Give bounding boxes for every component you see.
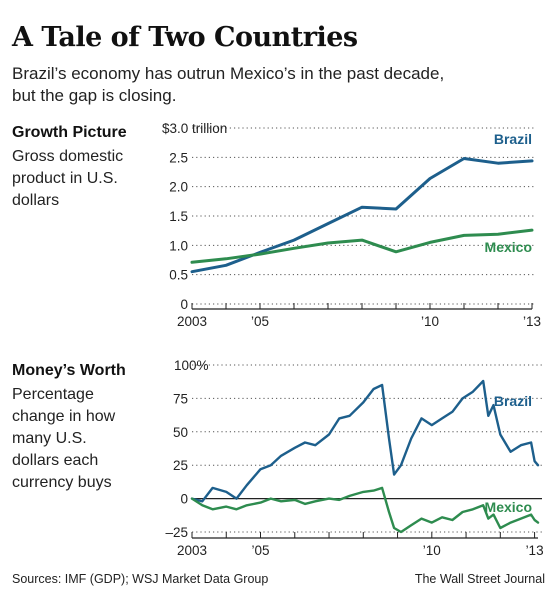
series-line-mexico — [190, 486, 540, 534]
panel-title-growth: Growth Picture — [12, 124, 127, 141]
chart-title: A Tale of Two Countries — [12, 22, 358, 53]
description-line: dollars — [12, 192, 60, 209]
series-label-mexico: Mexico — [485, 499, 532, 515]
series-label-brazil: Brazil — [494, 393, 532, 409]
y-tick-label: 75 — [173, 391, 188, 406]
series-line-brazil — [190, 379, 540, 503]
description-line: Gross domestic — [12, 148, 124, 165]
x-tick-label: ’13 — [526, 543, 544, 558]
series-label-mexico: Mexico — [485, 239, 532, 255]
y-tick-label: 2.5 — [169, 150, 188, 165]
y-tick-label: 1.0 — [169, 238, 188, 253]
series-label-brazil: Brazil — [494, 131, 532, 147]
series-line-mexico — [190, 228, 534, 264]
description-line: dollars each — [12, 452, 99, 469]
sources-note: Sources: IMF (GDP); WSJ Market Data Grou… — [12, 572, 269, 586]
x-tick-label: ’10 — [421, 314, 439, 329]
publisher-credit: The Wall Street Journal — [414, 572, 545, 586]
description-line: Percentage — [12, 386, 94, 403]
description-line: product in U.S. — [12, 170, 118, 187]
description-line: currency buys — [12, 474, 112, 491]
panel-title-money: Money’s Worth — [12, 362, 126, 379]
y-tick-label: 0 — [180, 297, 188, 312]
x-tick-label: 2003 — [177, 543, 207, 558]
chart-subtitle-line-1: Brazil’s economy has outrun Mexico’s in … — [12, 64, 445, 83]
y-tick-label: 100% — [174, 358, 209, 373]
description-line: change in how — [12, 408, 116, 425]
x-tick-label: ’13 — [523, 314, 541, 329]
y-tick-label: 0.5 — [169, 268, 188, 283]
y-tick-label: 2.0 — [169, 180, 188, 195]
chart-subtitle-line-2: but the gap is closing. — [12, 86, 177, 105]
y-tick-label: –25 — [165, 525, 188, 540]
x-tick-label: ’05 — [251, 314, 269, 329]
x-tick-label: 2003 — [177, 314, 207, 329]
y-tick-label: $3.0 trillion — [162, 121, 227, 136]
x-tick-label: ’05 — [252, 543, 270, 558]
panel-description-growth: Gross domestic product in U.S. dollars — [12, 146, 123, 212]
y-tick-label: 1.5 — [169, 209, 188, 224]
panel-description-money: Percentage change in how many U.S. dolla… — [12, 384, 115, 494]
y-tick-label: 25 — [173, 458, 188, 473]
x-tick-label: ’10 — [423, 543, 441, 558]
y-tick-label: 50 — [173, 425, 188, 440]
description-line: many U.S. — [12, 430, 87, 447]
y-tick-label: 0 — [180, 492, 188, 507]
